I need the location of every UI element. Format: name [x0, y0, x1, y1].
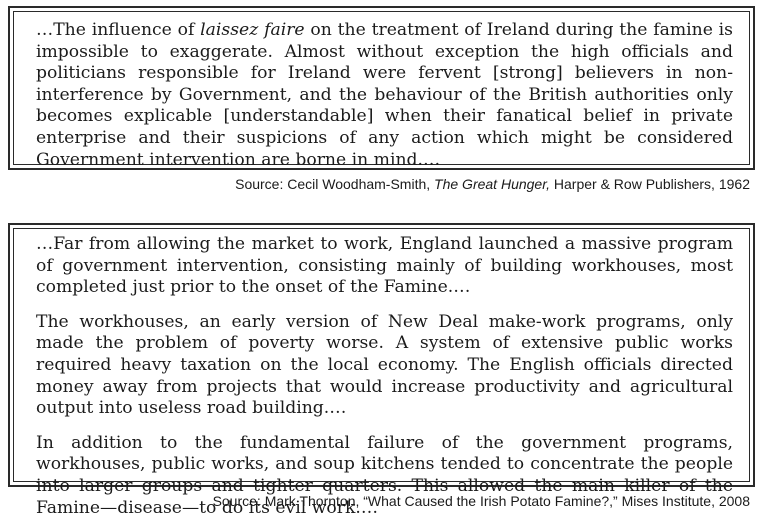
quote-paragraph-3: In addition to the fundamental failure o… — [36, 432, 733, 518]
quote-box-woodham-smith: …The influence of laissez faire on the t… — [8, 6, 755, 170]
citation-author: Source: Cecil Woodham-Smith, — [235, 176, 435, 192]
quote-paragraph-2: The workhouses, an early version of New … — [36, 311, 733, 419]
citation-publisher: Harper & Row Publishers, 1962 — [550, 176, 750, 192]
citation-title: The Great Hunger, — [434, 176, 550, 192]
citation-thornton: Source: Mark Thornton, “What Caused the … — [212, 493, 750, 509]
quote-text-italic-term: laissez faire — [200, 20, 305, 40]
quote-text-pre: …The influence of — [36, 20, 201, 40]
citation-woodham-smith: Source: Cecil Woodham-Smith, The Great H… — [235, 176, 750, 192]
quote-box-inner: …The influence of laissez faire on the t… — [13, 11, 750, 170]
quote-box-thornton: …Far from allowing the market to work, E… — [8, 223, 755, 518]
quote-paragraph-1: …Far from allowing the market to work, E… — [36, 234, 733, 298]
quote-text-post: on the treatment of Ireland during the f… — [36, 20, 733, 170]
quote-text-woodham-smith: …The influence of laissez faire on the t… — [36, 12, 733, 171]
quote-box-inner: …Far from allowing the market to work, E… — [13, 228, 750, 518]
